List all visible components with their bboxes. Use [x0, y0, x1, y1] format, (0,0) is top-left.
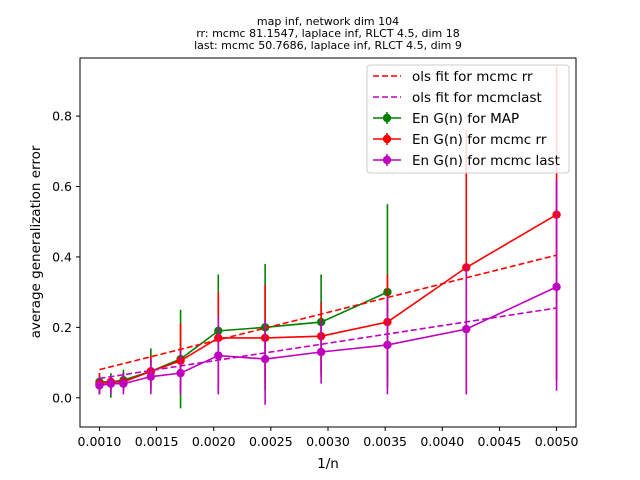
data-point	[176, 368, 185, 378]
legend-item-en-g-n-for-mcmc-last: En G(n) for mcmc last	[373, 153, 560, 169]
series-ols-fit-for-mcmc-rr	[99, 254, 557, 371]
legend-swatch-marker	[382, 134, 392, 144]
data-point	[106, 379, 116, 388]
y-tick-label: 0.6	[52, 179, 72, 194]
x-axis-label: 1/n	[317, 456, 339, 472]
data-point	[214, 351, 223, 360]
legend-item-en-g-n-for-mcmc-rr: En G(n) for mcmc rr	[373, 132, 547, 148]
legend: ols fit for mcmc rr ols fit for mcmclast E…	[366, 64, 570, 174]
series-en-g-n-for-mcmc-last	[95, 179, 561, 405]
x-tick-label: 0.0040	[420, 434, 464, 449]
legend-item-ols-fit-for-mcmclast: ols fit for mcmclast	[373, 90, 542, 106]
legend-label: En G(n) for mcmc last	[412, 153, 560, 169]
data-point	[316, 347, 326, 357]
y-tick-label: 0.4	[52, 249, 72, 264]
y-tick-label: 0.8	[52, 109, 72, 124]
legend-swatch-marker	[382, 113, 392, 123]
data-point	[146, 372, 156, 381]
y-tick-label: 0.0	[52, 390, 72, 405]
x-tick-label: 0.0015	[135, 434, 179, 449]
data-point	[260, 354, 270, 364]
y-axis-label: average generalization error	[28, 145, 44, 338]
fit-line	[99, 307, 557, 380]
legend-label: ols fit for mcmc rr	[412, 69, 533, 85]
legend-item-ols-fit-for-mcmc-rr: ols fit for mcmc rr	[373, 69, 533, 85]
fit-line	[99, 254, 557, 371]
series-line	[99, 291, 388, 383]
x-tick-label: 0.0050	[535, 434, 579, 449]
x-axis: 0.0010 0.0015 0.0020 0.0025 0.0030 0.0035 0.00…	[78, 427, 579, 449]
data-point	[383, 340, 392, 350]
y-axis: 0.0 0.2 0.4 0.6 0.8	[52, 109, 80, 405]
legend-label: ols fit for mcmclast	[412, 90, 542, 106]
data-point	[462, 324, 471, 334]
legend-item-en-g-n-for-map: En G(n) for MAP	[373, 111, 519, 127]
legend-label: En G(n) for mcmc rr	[412, 132, 547, 148]
data-point	[95, 381, 104, 390]
series-line	[99, 286, 557, 387]
chart-title-line-3: last: mcmc 50.7686, laplace inf, RLCT 4.…	[194, 39, 462, 52]
legend-swatch-marker	[382, 155, 392, 165]
x-tick-label: 0.0045	[478, 434, 522, 449]
x-tick-label: 0.0020	[192, 434, 236, 449]
plot-area	[95, 66, 561, 409]
series-line	[99, 213, 557, 385]
series-ols-fit-for-mcmclast	[99, 307, 557, 380]
legend-label: En G(n) for MAP	[412, 111, 519, 127]
series-en-g-n-for-map	[95, 204, 392, 409]
x-tick-label: 0.0025	[249, 434, 293, 449]
x-tick-label: 0.0010	[78, 434, 122, 449]
data-point	[119, 379, 128, 388]
y-tick-label: 0.2	[52, 320, 72, 335]
x-tick-label: 0.0030	[306, 434, 350, 449]
data-point	[552, 282, 561, 292]
legend-box	[366, 64, 570, 174]
chart-title-line-2: rr: mcmc 81.1547, laplace inf, RLCT 4.5,…	[196, 27, 460, 40]
x-tick-label: 0.0035	[363, 434, 407, 449]
chart-title-line-1: map inf, network dim 104	[257, 15, 399, 28]
